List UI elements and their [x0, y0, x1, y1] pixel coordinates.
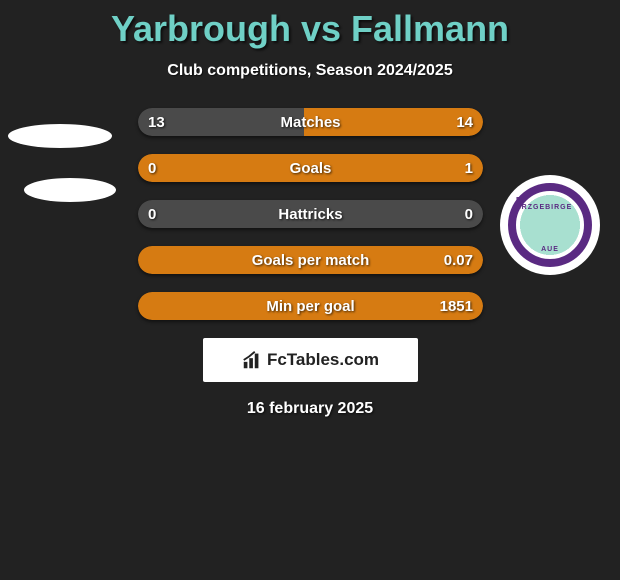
stat-bars: 1314Matches 01Goals 00Hattricks 0.07Goals p… — [138, 108, 483, 320]
stat-row: 1314Matches — [138, 108, 483, 136]
date-text: 16 february 2025 — [0, 400, 620, 418]
badge-bottom-text: AUE — [541, 246, 559, 253]
decor-ellipse — [24, 178, 116, 202]
stat-label: Goals per match — [138, 246, 483, 274]
stat-row: 00Hattricks — [138, 200, 483, 228]
page-title: Yarbrough vs Fallmann — [0, 0, 620, 50]
stat-row: 0.07Goals per match — [138, 246, 483, 274]
stat-row: 1851Min per goal — [138, 292, 483, 320]
stat-label: Goals — [138, 154, 483, 182]
brand-box: FcTables.com — [203, 338, 418, 382]
brand-text: FcTables.com — [267, 350, 379, 370]
badge-top-text: FC ERZGEBIRGE — [516, 197, 584, 211]
bar-chart-icon — [241, 349, 263, 371]
club-badge-inner: FC ERZGEBIRGE AUE — [508, 183, 592, 267]
stat-row: 01Goals — [138, 154, 483, 182]
stat-label: Matches — [138, 108, 483, 136]
decor-ellipse — [8, 124, 112, 148]
stat-label: Hattricks — [138, 200, 483, 228]
subtitle: Club competitions, Season 2024/2025 — [0, 62, 620, 80]
stat-label: Min per goal — [138, 292, 483, 320]
club-badge-right: FC ERZGEBIRGE AUE — [500, 175, 600, 275]
